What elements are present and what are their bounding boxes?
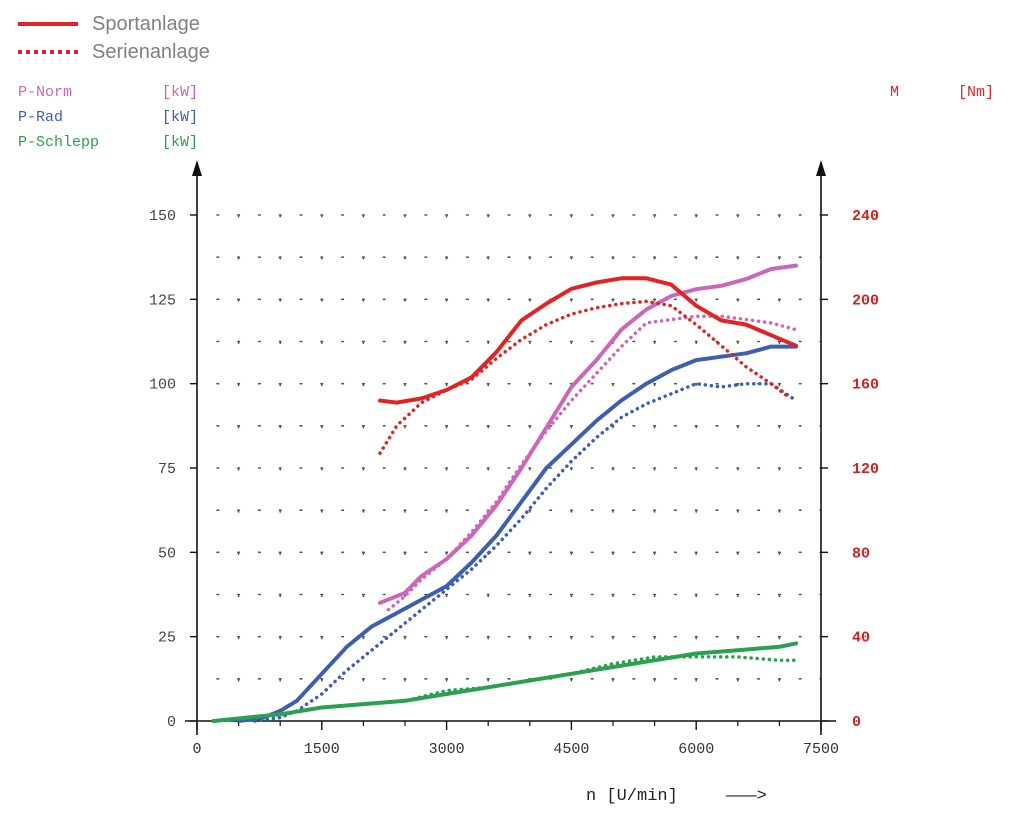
x-tick-label: 0 [192, 741, 201, 758]
y-left-tick-label: 100 [149, 377, 176, 394]
label-p-rad-unit: [kW] [162, 109, 198, 126]
legend-solid-label: Sportanlage [92, 13, 200, 35]
y-left-tick-label: 25 [158, 630, 176, 647]
legend: Sportanlage Serienanlage [18, 13, 210, 63]
label-p-schlepp: P-Schlepp [18, 134, 99, 151]
y-right-tick-label: 120 [852, 461, 879, 478]
label-m-unit: [Nm] [958, 84, 994, 101]
series-lines [211, 263, 798, 723]
legend-dotted-label: Serienanlage [92, 41, 210, 63]
label-p-norm: P-Norm [18, 84, 72, 101]
label-p-norm-unit: [kW] [162, 84, 198, 101]
series-p-schlepp-sportanlage [211, 641, 798, 723]
label-p-rad: P-Rad [18, 109, 63, 126]
grid [216, 214, 822, 722]
right-axis-arrowhead [816, 160, 826, 176]
series-p-rad-sportanlage [236, 344, 798, 723]
x-tick-label: 1500 [304, 741, 340, 758]
x-tick-label: 4500 [553, 741, 589, 758]
series-m-sportanlage [378, 276, 798, 405]
label-m: M [890, 84, 899, 101]
x-axis-label: n [U/min] [586, 787, 678, 806]
axes [185, 160, 836, 735]
left-axis-arrowhead [192, 160, 202, 176]
y-right-tick-label: 80 [852, 545, 870, 562]
y-right-tick-label: 40 [852, 630, 870, 647]
y-left-tick-label: 125 [149, 292, 176, 309]
x-axis-arrow: ———> [725, 787, 767, 806]
series-p-norm-sportanlage [378, 263, 798, 605]
quantity-labels: P-Norm [kW] P-Rad [kW] P-Schlepp [kW] M … [18, 84, 994, 151]
y-right-tick-label: 160 [852, 377, 879, 394]
series-p-schlepp-serienanlage [211, 655, 798, 723]
series-p-norm-serienanlage [386, 314, 798, 612]
y-left-tick-label: 0 [167, 714, 176, 731]
x-tick-label: 6000 [678, 741, 714, 758]
label-p-schlepp-unit: [kW] [162, 134, 198, 151]
y-right-tick-label: 200 [852, 292, 879, 309]
series-p-rad-serienanlage [253, 381, 798, 723]
y-left-tick-label: 150 [149, 208, 176, 225]
x-tick-label: 7500 [803, 741, 839, 758]
y-left-tick-label: 75 [158, 461, 176, 478]
y-right-tick-label: 0 [852, 714, 861, 731]
y-left-tick-label: 50 [158, 545, 176, 562]
y-right-tick-label: 240 [852, 208, 879, 225]
x-tick-label: 3000 [429, 741, 465, 758]
